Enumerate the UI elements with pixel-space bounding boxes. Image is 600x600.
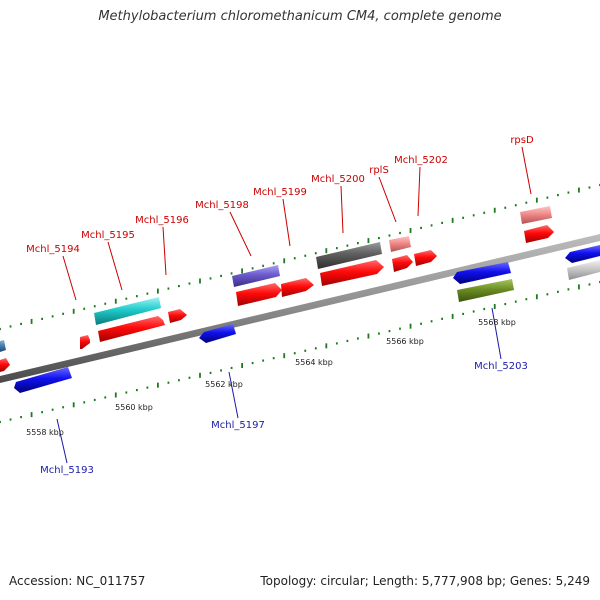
gene-arrow-edge-silver[interactable] (567, 260, 600, 280)
genome-title: Methylobacterium chloromethanicum CM4, c… (98, 9, 502, 24)
gene-label-mchl-5199[interactable]: Mchl_5199 (253, 187, 307, 198)
scale-label: 5558 kbp (26, 428, 64, 437)
gene-arrow-rpsD-b[interactable] (524, 225, 554, 243)
scale-label: 5564 kbp (295, 358, 333, 367)
leader-line-mchl-5198 (229, 211, 252, 257)
gene-arrow-mchl-5194[interactable] (80, 335, 90, 349)
leader-line-mchl-5203 (491, 307, 502, 360)
forward-tick-track (0, 183, 600, 331)
genome-axis (0, 234, 600, 383)
gene-arrow-edge-red[interactable] (0, 358, 10, 372)
gene-arrow-mchl-5195[interactable] (94, 297, 161, 325)
gene-arrow-mchl-5198[interactable] (232, 265, 280, 287)
scale-label: 5560 kbp (115, 403, 153, 412)
genome-summary: Topology: circular; Length: 5,777,908 bp… (260, 574, 590, 588)
gene-label-mchl-5196[interactable]: Mchl_5196 (135, 215, 189, 226)
gene-arrow-edge-steel[interactable] (0, 340, 6, 352)
leader-line-mchl-5200 (340, 185, 344, 234)
gene-arrow-mchl-5193[interactable] (14, 367, 72, 393)
leader-line-mchl-5197 (228, 371, 239, 419)
gene-label-mchl-5194[interactable]: Mchl_5194 (26, 244, 80, 255)
gene-label-mchl-5200[interactable]: Mchl_5200 (311, 174, 365, 185)
gene-arrow-rplS-b[interactable] (392, 255, 413, 272)
gene-label-rpls[interactable]: rplS (369, 165, 389, 176)
gene-arrow-mchl-5203b[interactable] (457, 279, 514, 302)
gene-arrow-edge-blue[interactable] (565, 245, 600, 263)
leader-line-rpls (378, 176, 397, 223)
gene-arrow-mchl-5196b[interactable] (168, 309, 187, 323)
gene-label-mchl-5203[interactable]: Mchl_5203 (474, 361, 528, 372)
gene-label-mchl-5202[interactable]: Mchl_5202 (394, 155, 448, 166)
gene-arrow-mchl-5198b[interactable] (236, 283, 282, 306)
gene-arrow-mchl-5202[interactable] (414, 250, 437, 266)
leader-line-mchl-5199 (282, 198, 291, 247)
gene-label-mchl-5197[interactable]: Mchl_5197 (211, 420, 265, 431)
gene-label-rpsd[interactable]: rpsD (510, 135, 534, 146)
gene-arrow-mchl-5196[interactable] (98, 316, 165, 342)
gene-arrow-mchl-5200[interactable] (316, 242, 382, 269)
scale-label: 5562 kbp (205, 380, 243, 389)
gene-label-mchl-5195[interactable]: Mchl_5195 (81, 230, 135, 241)
gene-arrow-mchl-5203[interactable] (453, 262, 511, 284)
gene-arrow-mchl-5197[interactable] (199, 324, 236, 343)
scale-label: 5566 kbp (386, 337, 424, 346)
gene-label-mchl-5198[interactable]: Mchl_5198 (195, 200, 249, 211)
reverse-tick-track (0, 280, 600, 424)
leader-line-mchl-5193 (56, 418, 68, 464)
scale-label: 5568 kbp (478, 318, 516, 327)
leader-line-mchl-5196 (162, 226, 167, 276)
accession-label: Accession: NC_011757 (9, 574, 146, 588)
gene-label-mchl-5193[interactable]: Mchl_5193 (40, 465, 94, 476)
leader-line-mchl-5202 (417, 166, 421, 217)
leader-line-mchl-5194 (62, 255, 77, 301)
gene-arrow-mchl-5200b[interactable] (320, 260, 384, 286)
gene-arrow-mchl-5199[interactable] (281, 278, 314, 297)
gene-arrow-rplS[interactable] (389, 236, 411, 252)
leader-line-rpsd (521, 146, 532, 195)
leader-line-mchl-5195 (107, 241, 123, 291)
gene-arrow-rpsD[interactable] (520, 206, 552, 224)
